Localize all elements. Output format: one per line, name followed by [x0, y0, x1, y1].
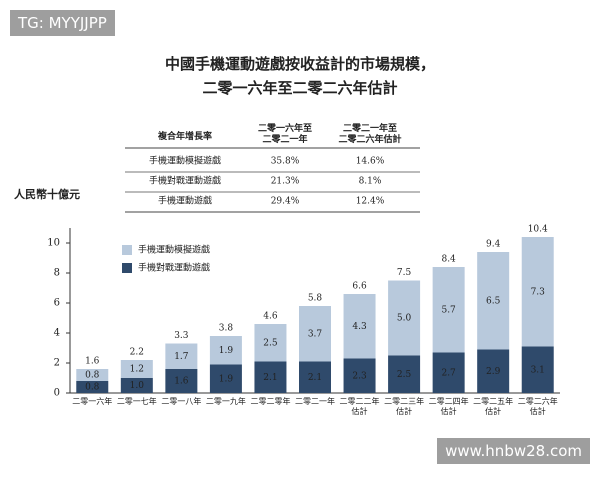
total-label: 4.6	[263, 312, 278, 322]
value-label: 2.3	[352, 371, 367, 381]
total-label: 10.4	[528, 225, 548, 235]
bar-segment	[343, 294, 376, 359]
bar-segment	[165, 343, 198, 369]
x-tick-label: 二零一八年	[161, 397, 202, 406]
table-cell: 29.4%	[271, 197, 300, 207]
bar-segment	[254, 361, 287, 393]
value-label: 1.6	[174, 377, 189, 387]
x-tick-label: 二零一七年	[116, 397, 157, 406]
x-tick-label: 二零二一年	[295, 397, 335, 406]
x-tick-label: 二零二二年 估計	[339, 397, 380, 416]
total-label: 6.6	[352, 282, 367, 292]
bar-segment	[76, 369, 109, 381]
y-tick-label: 6	[54, 298, 60, 309]
bar-segment	[388, 280, 421, 356]
total-label: 9.4	[486, 240, 501, 250]
bar-segment	[343, 358, 376, 393]
table-cell: 21.3%	[271, 177, 300, 187]
value-label: 0.8	[85, 371, 100, 381]
x-tick-label: 二零一九年	[205, 397, 246, 406]
bar-segment	[388, 355, 421, 393]
x-tick-label: 二零二六年 估計	[517, 397, 558, 416]
table-header: 二零一六年至 二零二一年	[257, 124, 312, 145]
y-tick-label: 10	[47, 238, 60, 249]
bar-segment	[120, 360, 153, 378]
value-label: 1.2	[130, 365, 144, 375]
watermark: www.hnbw28.com	[437, 438, 590, 464]
table-cell: 12.4%	[356, 197, 385, 207]
y-tick-label: 4	[54, 328, 60, 339]
total-label: 7.5	[397, 268, 412, 278]
chart-subtitle: 二零一六年至二零二六年估計	[202, 79, 397, 97]
table-cell: 手機對戰運動遊戲	[149, 175, 221, 187]
table-cell: 14.6%	[356, 157, 385, 167]
total-label: 8.4	[441, 255, 456, 265]
value-label: 0.8	[85, 383, 100, 393]
bar-segment	[299, 361, 331, 393]
x-tick-label: 二零二五年 估計	[473, 397, 514, 416]
x-tick-label: 二零二三年 估計	[384, 397, 425, 416]
chart-title: 中國手機運動遊戲按收益計的市場規模，	[165, 55, 435, 73]
legend-label: 手機運動模擬遊戲	[138, 244, 210, 256]
bar-segment	[120, 378, 153, 393]
total-label: 3.3	[174, 331, 189, 341]
table-header: 複合年增長率	[157, 132, 212, 142]
value-label: 2.1	[308, 373, 322, 383]
value-label: 4.3	[352, 322, 367, 332]
bar-segment	[432, 267, 465, 353]
x-tick-label: 二零一六年	[72, 397, 113, 406]
legend-swatch	[122, 263, 132, 273]
legend-swatch	[122, 245, 132, 255]
total-label: 3.8	[219, 324, 234, 334]
total-label: 2.2	[130, 348, 144, 358]
value-label: 1.7	[174, 352, 189, 362]
value-label: 1.0	[130, 381, 145, 391]
bar-segment	[477, 252, 510, 350]
legend-label: 手機對戰運動遊戲	[138, 262, 210, 274]
value-label: 2.5	[397, 370, 412, 380]
table-cell: 手機運動遊戲	[158, 195, 212, 207]
y-tick-label: 8	[54, 268, 60, 279]
value-label: 6.5	[486, 296, 501, 306]
table-cell: 35.8%	[271, 157, 300, 167]
value-label: 7.3	[531, 287, 546, 297]
value-label: 2.9	[486, 367, 501, 377]
bar-segment	[209, 364, 242, 393]
bar-segment	[521, 346, 554, 393]
value-label: 2.1	[263, 373, 277, 383]
value-label: 3.7	[308, 329, 323, 339]
table-cell: 手機運動模擬遊戲	[149, 155, 221, 167]
x-tick-label: 二零二四年 估計	[428, 397, 469, 416]
watermark: TG: MYYJJPP	[10, 10, 115, 36]
value-label: 2.7	[441, 368, 456, 378]
value-label: 1.9	[219, 374, 234, 384]
value-label: 2.5	[263, 338, 278, 348]
value-label: 1.9	[219, 346, 234, 356]
value-label: 5.7	[441, 305, 456, 315]
y-tick-label: 2	[54, 358, 60, 369]
total-label: 5.8	[308, 294, 323, 304]
bar-segment	[432, 352, 465, 393]
value-label: 3.1	[531, 365, 545, 375]
table-header: 二零二一年至 二零二六年估計	[338, 124, 402, 145]
y-axis-label: 人民幣十億元	[14, 187, 80, 201]
value-label: 5.0	[397, 314, 412, 324]
table-cell: 8.1%	[359, 177, 382, 187]
bar-segment	[521, 237, 554, 347]
bar-segment	[76, 381, 109, 393]
bar-segment	[299, 306, 331, 362]
bar-segment	[477, 349, 510, 393]
bar-segment	[254, 324, 287, 362]
y-tick-label: 0	[54, 388, 60, 399]
total-label: 1.6	[85, 357, 100, 367]
bar-segment	[209, 336, 242, 365]
x-tick-label: 二零二零年	[250, 397, 291, 406]
bar-segment	[165, 369, 198, 393]
